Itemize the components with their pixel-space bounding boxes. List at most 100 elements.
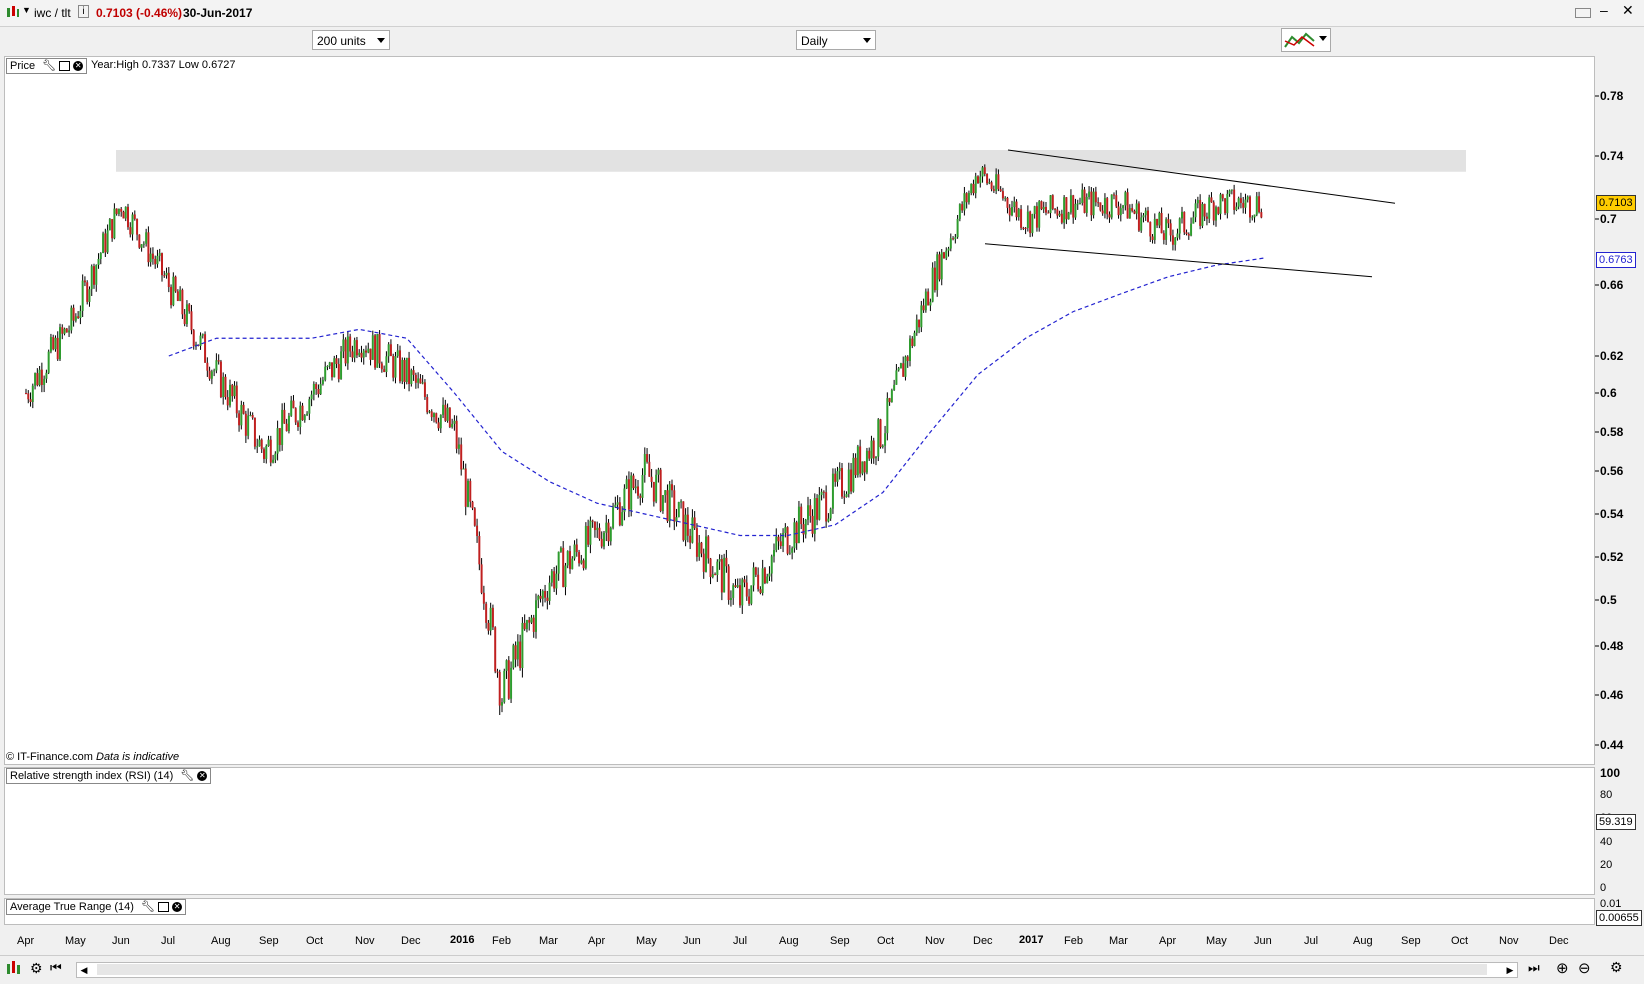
zoom-out-icon[interactable]: ⊖ [1578,960,1591,977]
candle [170,286,173,306]
candle [582,560,585,569]
settings-icon[interactable]: ⚙︎ [1610,959,1623,975]
scroll-start-icon[interactable]: ⏮︎ [50,960,62,975]
candle [498,671,501,706]
candle [895,370,898,385]
candle [519,641,522,669]
rsi-tick-label: 20 [1600,858,1613,871]
candle [682,501,685,541]
scroll-end-icon[interactable]: ⏭︎ [1528,960,1540,975]
candle [863,461,866,473]
info-icon[interactable]: i [78,5,89,18]
dropdown-arrow-icon[interactable]: ▼ [22,5,31,15]
candles-icon[interactable] [6,5,20,22]
candle [1015,201,1018,218]
candle [1140,217,1143,231]
rsi-legend[interactable]: Relative strength index (RSI) (14) 🔧︎ ✕ [6,768,212,784]
candle [981,167,984,177]
candle [469,480,472,502]
candle [822,491,825,493]
candle [927,291,930,306]
wrench-icon[interactable]: 🔧︎ [141,901,155,913]
candle [884,433,887,446]
x-tick-label: Jul [733,935,748,947]
candle [358,352,361,356]
close-icon[interactable]: ✕ [197,771,208,782]
candle [90,266,93,290]
candle [512,645,515,668]
window-toggle-icon[interactable] [1575,8,1591,18]
candle [163,275,166,277]
candle [446,407,449,421]
x-tick-label: Aug [1353,935,1373,947]
candle [448,407,451,428]
candle [38,369,41,386]
price-legend[interactable]: Price 🔧︎ ✕ [6,58,88,74]
candle [351,351,354,358]
candle [161,253,163,276]
candle [1205,216,1208,219]
candle [319,383,322,395]
candle [145,232,148,244]
atr-tick: 0.01 [1600,898,1622,910]
candle [292,400,295,409]
candles-icon[interactable] [6,960,22,979]
atr-pane[interactable] [4,898,1595,925]
candle [1011,207,1013,216]
scroll-right-icon[interactable]: ▶ [1506,965,1514,975]
window-icon[interactable] [158,902,170,913]
candle [385,356,388,372]
price-tick-label: 0.7 [1600,212,1617,226]
candle [362,350,365,358]
minimize-icon[interactable]: – [1600,2,1608,18]
rsi-pane[interactable] [4,767,1595,895]
window-icon[interactable] [59,61,71,72]
scroll-left-icon[interactable]: ◀ [80,965,88,975]
wrench-icon[interactable]: 🔧︎ [180,770,195,782]
candle [176,291,179,301]
candle [584,525,587,569]
candle [983,167,986,174]
rsi-tick-label: 80 [1600,789,1613,802]
units-select[interactable]: 200 units [312,30,390,50]
close-icon[interactable]: ✕ [73,61,84,72]
chart-type-button[interactable] [1281,28,1331,52]
candle [986,173,989,184]
period-select[interactable]: Daily [796,30,876,50]
candle [643,454,646,476]
candle [462,468,465,470]
candle [711,574,714,578]
candle [757,574,760,590]
candle [773,550,775,557]
scrollbar-thumb[interactable] [97,964,1487,975]
close-icon[interactable]: ✕ [172,902,183,913]
candle [843,496,846,498]
candle [899,363,902,369]
candle [786,527,789,554]
candle [836,471,839,482]
close-icon[interactable]: ✕ [1622,2,1634,18]
candle [741,579,744,606]
candle [945,250,948,259]
candle [142,243,145,245]
candle [639,495,642,498]
candle [1228,190,1231,194]
zoom-in-icon[interactable]: ⊕ [1556,960,1569,977]
candle [315,383,318,390]
atr-legend[interactable]: Average True Range (14) 🔧︎ ✕ [6,899,187,915]
candle [471,501,474,509]
wrench-icon[interactable]: 🔧︎ [42,60,57,72]
candle [709,558,712,578]
horizontal-scrollbar[interactable]: ◀ ▶ [76,962,1518,978]
candle [1224,198,1227,214]
candle [1092,191,1095,216]
candle [52,337,55,350]
atr-value-box: 0.00655 [1596,910,1642,926]
properties-icon[interactable]: ⚙︎ [30,960,43,976]
candle [117,208,120,214]
candle [353,340,356,358]
candle [627,479,630,510]
candle [34,373,37,386]
price-pane[interactable] [4,56,1595,765]
candle [355,340,358,356]
